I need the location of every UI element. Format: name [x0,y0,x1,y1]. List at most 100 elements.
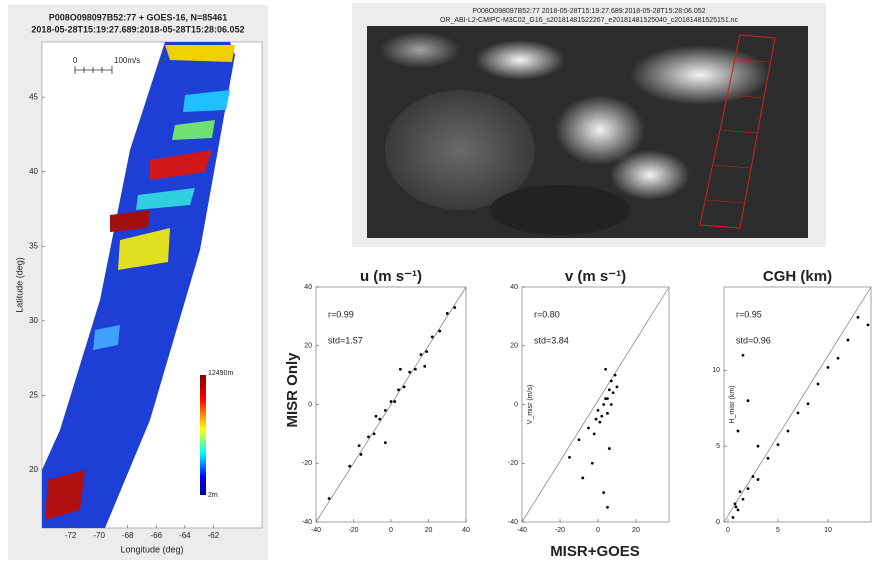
point [611,391,615,395]
point [606,397,609,401]
x-tick-label: 20 [632,527,640,534]
point [734,505,738,509]
point [746,487,750,491]
point [378,417,382,421]
x-tick-label: 40 [462,527,470,534]
point [613,373,617,377]
y-tick-label: 40 [29,167,38,176]
point [398,367,402,371]
point [602,491,606,495]
point [836,356,840,360]
point [590,461,594,465]
point [367,435,370,439]
x-tick-label: -68 [122,531,134,540]
scale-bar-label: 100m/s [114,56,140,65]
point [736,429,740,433]
x-tick-label: -70 [93,531,105,540]
annotation: std=1.57 [328,335,363,345]
point [419,353,423,356]
image-title: OR_ABI-L2-CMIPC-M3C02_G16_s2018148152226… [440,17,739,24]
swath [42,42,235,528]
point [600,414,604,418]
point [826,365,830,369]
y-tick-label: 0 [514,401,518,408]
point [374,414,378,418]
y-tick-label: -40 [508,519,518,526]
x-tick-label: -20 [555,527,565,534]
point [568,455,571,459]
y-axis-label: Latitude (deg) [14,257,24,313]
point [372,432,376,436]
y-tick-label: 25 [29,390,38,399]
panel-title: u (m s⁻¹) [360,268,422,285]
point [609,403,613,406]
y-tick-label: 10 [712,367,720,374]
point [423,364,427,368]
point [796,411,800,415]
annotation: std=3.84 [534,335,569,345]
point [606,411,609,415]
colorbar-label: 2m [208,492,218,499]
x-tick-label: 0 [596,527,600,534]
annotation: r=0.95 [736,309,762,319]
map-title: 2018-05-28T15:19:27.689:2018-05-28T15:28… [31,24,244,34]
y-axis-label: V_misr (m/s) [527,385,534,425]
point [592,432,596,436]
point [445,312,449,315]
annotation: std=0.96 [736,335,771,345]
y-tick-label: 45 [29,92,38,101]
panel-title: CGH (km) [763,268,832,285]
point [766,456,770,460]
annotation: r=0.80 [534,309,560,319]
point [756,444,760,448]
point [408,370,412,374]
point [615,385,619,389]
point [397,388,400,392]
point [738,490,742,494]
y-tick-label: -40 [302,519,312,526]
x-tick-label: -64 [179,531,191,540]
point [806,402,810,406]
satellite-image [367,26,808,238]
point [733,502,737,506]
point [756,478,760,481]
x-tick-label: 5 [776,527,780,534]
x-tick-label: -62 [208,531,220,540]
point [577,438,581,442]
x-tick-label: 20 [425,527,433,534]
annotation: r=0.99 [328,309,354,319]
point [606,505,609,509]
point [598,420,602,424]
point [786,429,790,433]
image-title: P008O098097B52:77 2018-05-28T15:19:27.68… [472,8,705,15]
y-tick-label: 30 [29,316,38,325]
y-tick-label: 20 [29,465,38,474]
y-tick-label: 40 [510,284,518,291]
point [596,408,600,412]
y-tick-label: -20 [508,460,518,467]
point [383,408,387,412]
point [736,508,740,512]
point [594,417,598,421]
point [741,353,745,357]
y-tick-label: 0 [716,519,720,526]
point [587,426,590,430]
point [389,400,393,403]
one-to-one-line [723,286,872,523]
y-tick-label: 20 [304,343,312,350]
point [604,367,607,371]
scale-bar [74,66,113,74]
point [607,447,611,450]
point [327,497,331,500]
point [425,350,429,354]
y-tick-label: 40 [304,284,312,291]
point [453,306,457,309]
y-tick-label: 20 [510,343,518,350]
column-label: MISR+GOES [550,543,640,560]
x-tick-label: 10 [824,527,832,534]
point [383,441,387,445]
y-tick-label: -20 [302,460,312,467]
point [816,382,820,386]
x-tick-label: -40 [517,527,527,534]
